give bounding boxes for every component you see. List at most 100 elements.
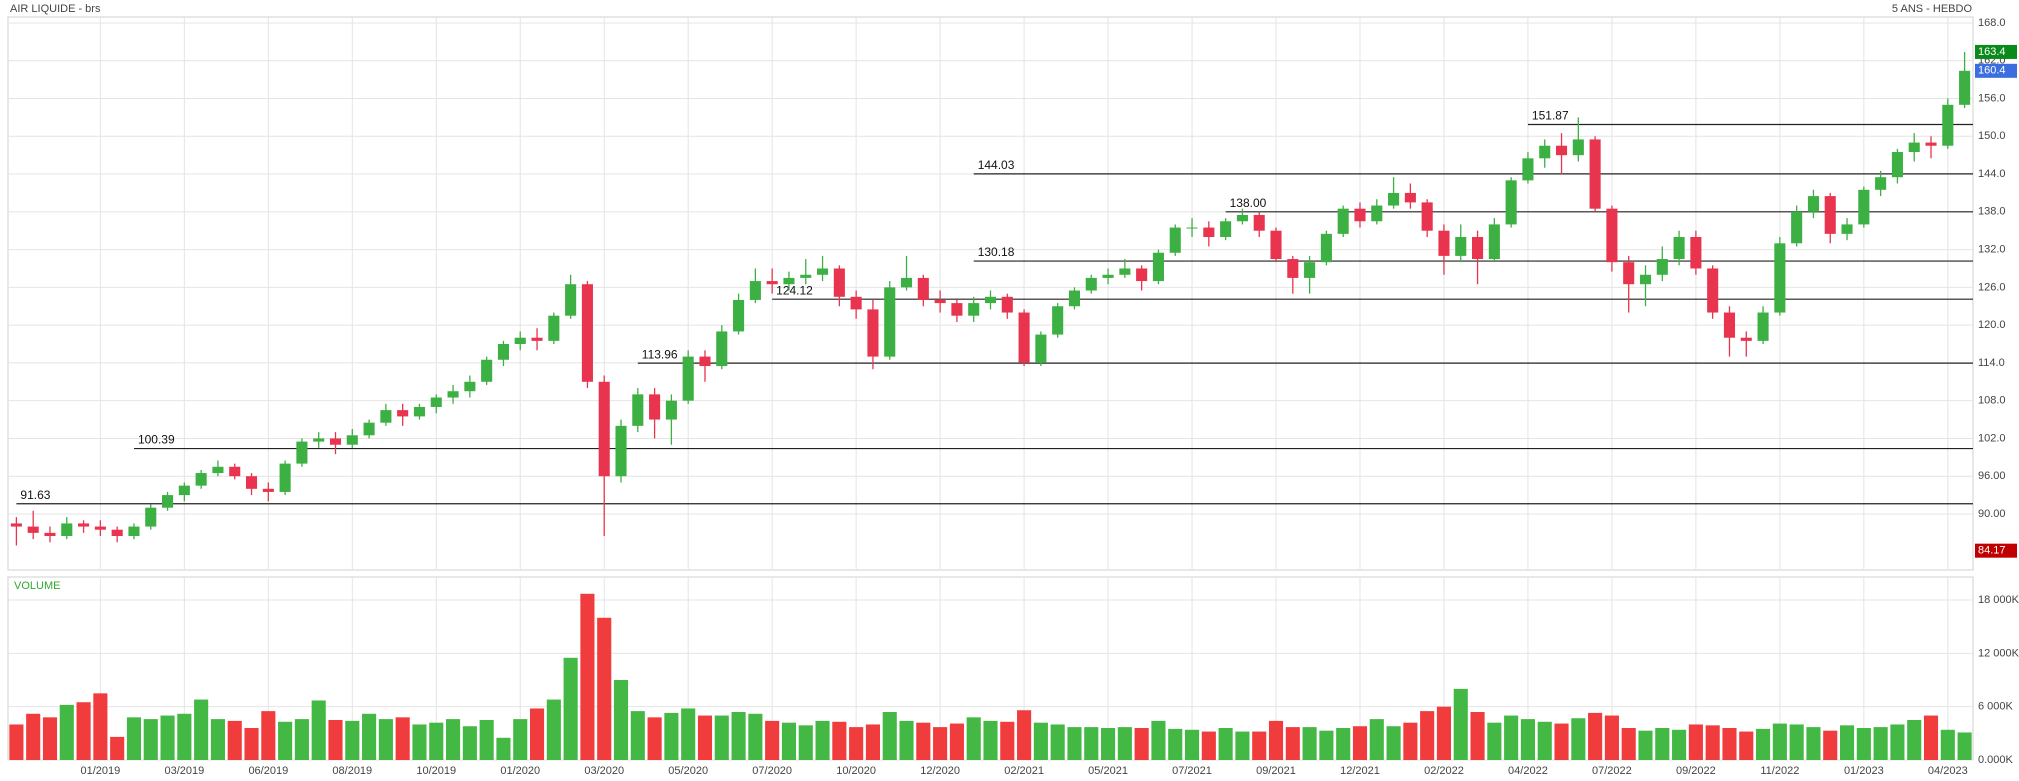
- candle-body: [195, 473, 207, 486]
- volume-bar: [1218, 728, 1233, 760]
- candle-body: [481, 359, 493, 382]
- candle-body: [1287, 259, 1299, 278]
- volume-bar: [765, 720, 780, 760]
- x-tick-label: 07/2022: [1592, 765, 1632, 777]
- candle-body: [632, 394, 644, 426]
- volume-bar: [664, 712, 679, 760]
- x-tick-label: 12/2021: [1340, 765, 1380, 777]
- candle-body: [229, 466, 241, 477]
- chart-subtitle: 5 ANS - HEBDO: [1892, 3, 1973, 15]
- volume-bar: [244, 728, 259, 760]
- candle-body: [1220, 221, 1232, 238]
- candle-body: [1707, 268, 1719, 313]
- volume-bar: [1890, 724, 1905, 760]
- volume-bar: [362, 713, 377, 760]
- volume-bar: [1873, 727, 1888, 760]
- candle-body: [716, 331, 728, 367]
- volume-bar: [429, 722, 444, 760]
- y-tick-label: 96.00: [1978, 470, 2006, 482]
- candle-body: [61, 523, 73, 537]
- candle-body: [1824, 196, 1836, 234]
- candle-body: [1925, 142, 1937, 146]
- price-badge: [1975, 44, 2017, 59]
- volume-bar: [1134, 728, 1149, 760]
- volume-bar: [177, 713, 192, 760]
- volume-bar: [933, 727, 948, 760]
- candle-body: [497, 344, 509, 360]
- y-tick-label: 138.0: [1978, 206, 2006, 218]
- x-tick-label: 08/2019: [332, 765, 372, 777]
- candle-body: [111, 529, 123, 537]
- candle-body: [1119, 268, 1131, 275]
- candle-body: [1018, 312, 1030, 363]
- volume-bar: [160, 715, 175, 760]
- volume-bar: [1554, 723, 1569, 760]
- volume-bar: [378, 719, 393, 760]
- candle-body: [1757, 312, 1769, 341]
- volume-bar: [1621, 728, 1636, 760]
- candle-body: [565, 284, 577, 316]
- y-tick-label: 120.0: [1978, 319, 2006, 331]
- candle-body: [346, 435, 358, 445]
- candle-body: [447, 391, 459, 398]
- candle-body: [44, 532, 56, 537]
- candle-body: [968, 303, 980, 316]
- x-tick-label: 05/2021: [1088, 765, 1128, 777]
- volume-title: VOLUME: [14, 580, 60, 592]
- volume-bar: [1571, 718, 1586, 760]
- volume-bar: [446, 719, 461, 760]
- volume-bar: [1017, 710, 1032, 760]
- volume-bar: [76, 702, 91, 760]
- volume-bar: [311, 700, 326, 760]
- candle-body: [1388, 192, 1400, 206]
- volume-bar: [1453, 688, 1468, 760]
- candle-body: [145, 507, 157, 527]
- volume-bar: [1067, 727, 1082, 760]
- candle-body: [313, 438, 325, 442]
- volume-bar: [126, 717, 142, 760]
- candle-body: [1891, 152, 1903, 178]
- volume-bar: [1655, 728, 1670, 760]
- candle-body: [1337, 208, 1349, 234]
- candle-body: [783, 277, 795, 285]
- candle-body: [262, 488, 274, 492]
- y-tick-label: 144.0: [1978, 168, 2006, 180]
- volume-bar: [1537, 721, 1552, 760]
- candle-body: [1236, 214, 1248, 222]
- candle-body: [531, 337, 543, 341]
- volume-bar: [1756, 728, 1771, 760]
- volume-bar: [1386, 726, 1401, 760]
- candle-body: [413, 406, 426, 417]
- volume-bar: [849, 727, 864, 760]
- level-label: 138.00: [1230, 196, 1267, 210]
- volume-bar: [1588, 712, 1603, 760]
- candle-body: [1320, 233, 1332, 263]
- volume-bar: [916, 722, 931, 760]
- candle-body: [598, 381, 610, 477]
- candle-body: [27, 526, 39, 533]
- level-label: 124.12: [776, 283, 813, 297]
- candle-body: [699, 356, 711, 367]
- volume-bar: [1117, 727, 1132, 760]
- candle-body: [867, 309, 879, 357]
- candle-body: [279, 463, 291, 492]
- candle-body: [1555, 145, 1568, 156]
- candle-body: [1186, 227, 1198, 229]
- volume-bar: [781, 722, 797, 760]
- candle-body: [1959, 70, 1971, 105]
- candle-body: [817, 268, 829, 275]
- candle-body: [1421, 202, 1433, 231]
- price-badge: [1975, 63, 2017, 78]
- candle-body: [1438, 230, 1450, 256]
- volume-bar: [110, 736, 125, 760]
- y-tick-label: 12 000K: [1978, 647, 2019, 659]
- volume-bar: [697, 715, 713, 760]
- chart-title: AIR LIQUIDE - brs: [10, 3, 101, 15]
- x-tick-label: 01/2019: [80, 765, 120, 777]
- candle-body: [1539, 145, 1551, 159]
- volume-bar: [865, 724, 880, 760]
- candle-body: [162, 495, 174, 508]
- volume-bar: [210, 719, 225, 760]
- candle-body: [1807, 196, 1819, 212]
- x-tick-label: 07/2020: [752, 765, 792, 777]
